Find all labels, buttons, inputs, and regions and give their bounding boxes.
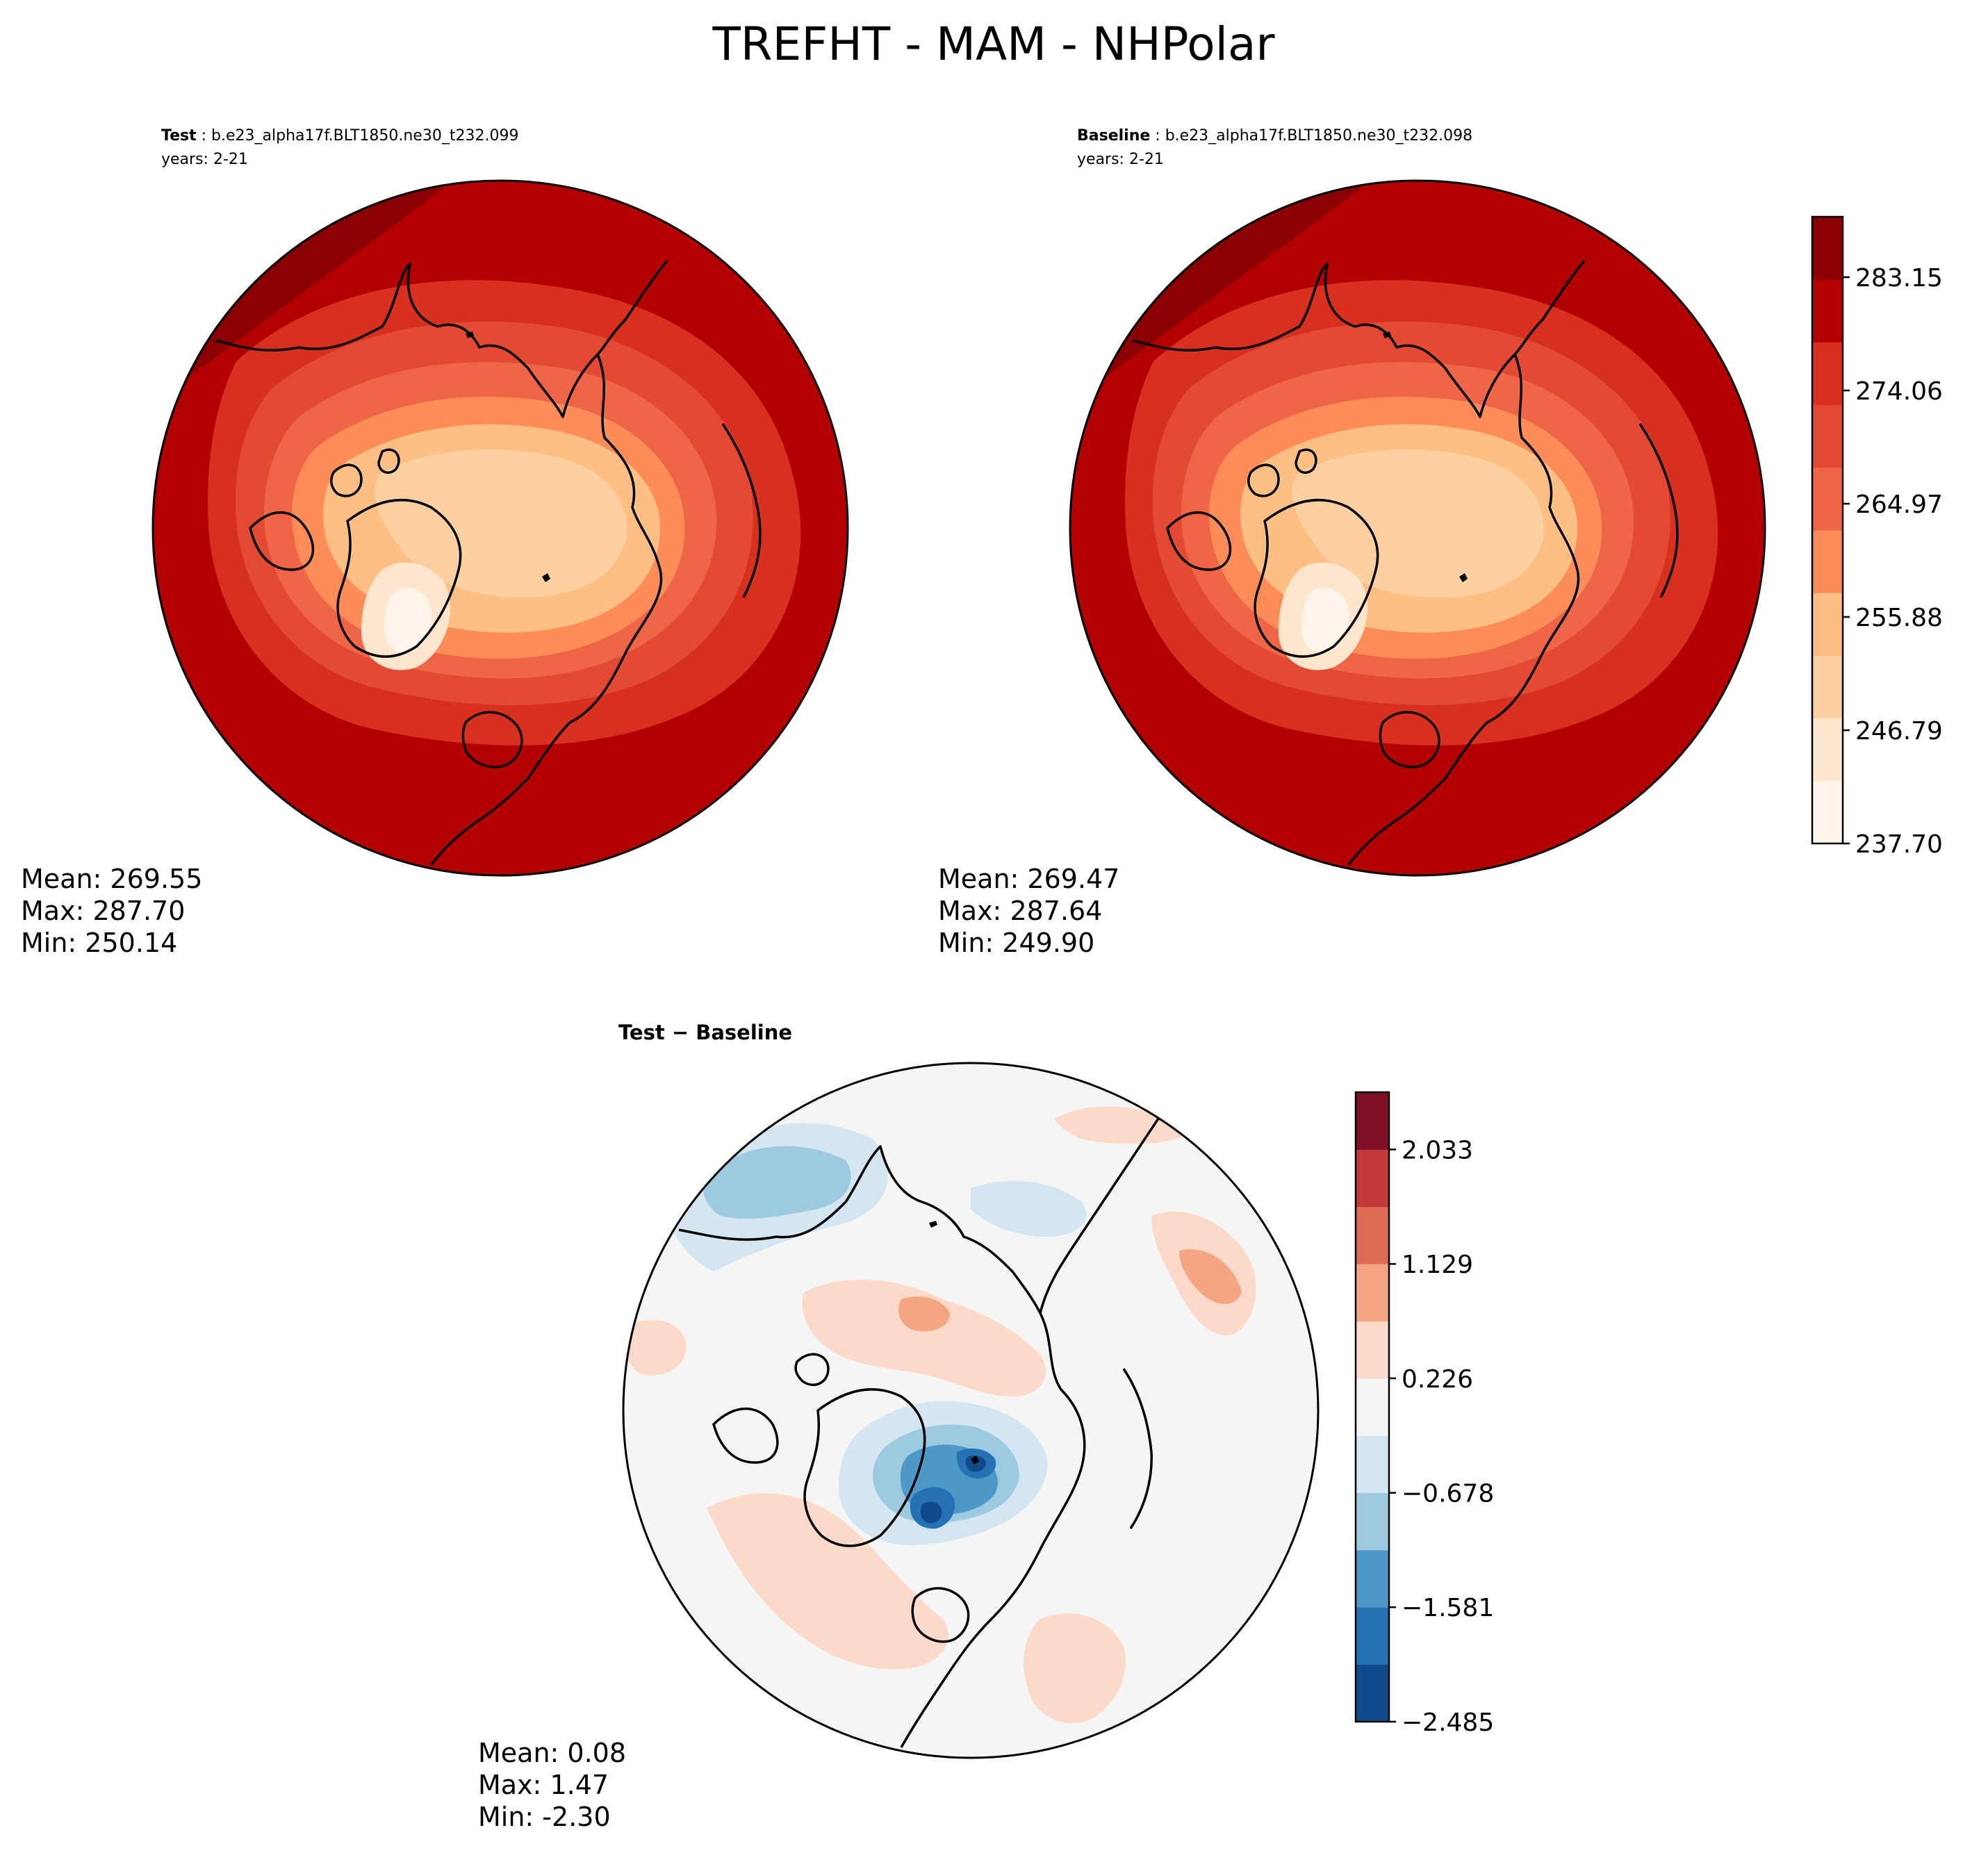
field-colorbar-level-1 bbox=[1812, 718, 1843, 782]
field-colorbar-level-3 bbox=[1812, 593, 1843, 656]
test-map-boundary bbox=[151, 179, 849, 877]
baseline-years: years: 2-21 bbox=[1077, 151, 1164, 168]
test-panel: Test : b.e23_alpha17f.BLT1850.ne30_t232.… bbox=[21, 127, 849, 958]
baseline-label-bold: Baseline bbox=[1077, 127, 1150, 145]
diff-colorbar-level-5 bbox=[1356, 1378, 1389, 1436]
diff-colorbar-frame bbox=[1354, 1091, 1390, 1723]
test-max: Max: 287.70 bbox=[21, 896, 185, 926]
test-label-bold: Test bbox=[161, 127, 197, 145]
field-colorbar-frame bbox=[1811, 215, 1844, 845]
diff-colorbar-level-8 bbox=[1356, 1206, 1389, 1265]
diff-colorbar-level-7 bbox=[1356, 1264, 1389, 1321]
baseline-map bbox=[1070, 181, 1765, 875]
field-colorbar-level-9 bbox=[1812, 217, 1843, 280]
diff-colorbar-level-0 bbox=[1356, 1664, 1389, 1722]
test-label: Test : b.e23_alpha17f.BLT1850.ne30_t232.… bbox=[161, 127, 518, 145]
diff-title: Test − Baseline bbox=[618, 1021, 792, 1044]
baseline-min: Min: 249.90 bbox=[938, 928, 1094, 958]
diff-colorbar-level-4 bbox=[1356, 1435, 1389, 1494]
test-years: years: 2-21 bbox=[161, 151, 248, 168]
diff-colorbar-tick-label-0: −2.485 bbox=[1402, 1708, 1494, 1737]
baseline-panel: Baseline : b.e23_alpha17f.BLT1850.ne30_t… bbox=[938, 127, 1766, 958]
field-colorbar-tick-label-0: 237.70 bbox=[1855, 830, 1943, 859]
figure-title: TREFHT - MAM - NHPolar bbox=[712, 17, 1275, 71]
test-mean: Mean: 269.55 bbox=[21, 864, 202, 894]
field-colorbar-tick-label-3: 264.97 bbox=[1855, 491, 1943, 519]
diff-colorbar-level-3 bbox=[1356, 1492, 1389, 1551]
diff-map bbox=[623, 1063, 1318, 1758]
field-colorbar-level-4 bbox=[1812, 530, 1843, 593]
test-map bbox=[153, 181, 848, 875]
diff-panel: Test − Baseline Mean: 0.08 Max: 1.47 Min… bbox=[478, 1021, 1320, 1832]
baseline-label-case: : b.e23_alpha17f.BLT1850.ne30_t232.098 bbox=[1150, 127, 1472, 145]
field-colorbar-level-7 bbox=[1812, 342, 1843, 406]
field-colorbar-level-6 bbox=[1812, 404, 1843, 468]
diff-map-boundary bbox=[622, 1062, 1320, 1759]
field-colorbar-tick-label-2: 255.88 bbox=[1855, 604, 1943, 632]
diff-max: Max: 1.47 bbox=[478, 1770, 609, 1800]
diff-colorbar-level-9 bbox=[1356, 1149, 1389, 1208]
field-colorbar-level-5 bbox=[1812, 467, 1843, 531]
field-colorbar: 237.70 246.79 255.88 264.97 274.06 283.15 bbox=[1811, 215, 1943, 859]
baseline-max: Max: 287.64 bbox=[938, 896, 1102, 926]
diff-colorbar-level-10 bbox=[1356, 1092, 1389, 1150]
baseline-label: Baseline : b.e23_alpha17f.BLT1850.ne30_t… bbox=[1077, 127, 1472, 145]
diff-colorbar-level-1 bbox=[1356, 1607, 1389, 1665]
baseline-map-boundary bbox=[1069, 179, 1766, 877]
field-colorbar-tick-label-1: 246.79 bbox=[1855, 717, 1943, 746]
diff-mean: Mean: 0.08 bbox=[478, 1738, 626, 1768]
field-colorbar-tick-label-5: 283.15 bbox=[1855, 264, 1943, 293]
diff-colorbar-tick-label-2: −0.678 bbox=[1402, 1480, 1494, 1508]
diff-colorbar-level-6 bbox=[1356, 1321, 1389, 1379]
diff-colorbar-tick-label-3: 0.226 bbox=[1402, 1365, 1473, 1394]
field-colorbar-tick-label-4: 274.06 bbox=[1855, 377, 1943, 406]
diff-colorbar-tick-label-4: 1.129 bbox=[1402, 1251, 1473, 1279]
test-min: Min: 250.14 bbox=[21, 928, 177, 958]
diff-min: Min: -2.30 bbox=[478, 1802, 611, 1832]
test-label-case: : b.e23_alpha17f.BLT1850.ne30_t232.099 bbox=[197, 127, 519, 145]
baseline-mean: Mean: 269.47 bbox=[938, 864, 1119, 894]
field-colorbar-level-0 bbox=[1812, 780, 1843, 844]
field-colorbar-level-2 bbox=[1812, 655, 1843, 719]
field-colorbar-level-8 bbox=[1812, 279, 1843, 343]
diff-colorbar-tick-label-1: −1.581 bbox=[1402, 1594, 1494, 1622]
diff-colorbar-tick-label-5: 2.033 bbox=[1402, 1136, 1473, 1164]
diff-colorbar-level-2 bbox=[1356, 1549, 1389, 1608]
diff-colorbar: −2.485 −1.581 −0.678 0.226 1.129 2.033 bbox=[1354, 1091, 1494, 1737]
